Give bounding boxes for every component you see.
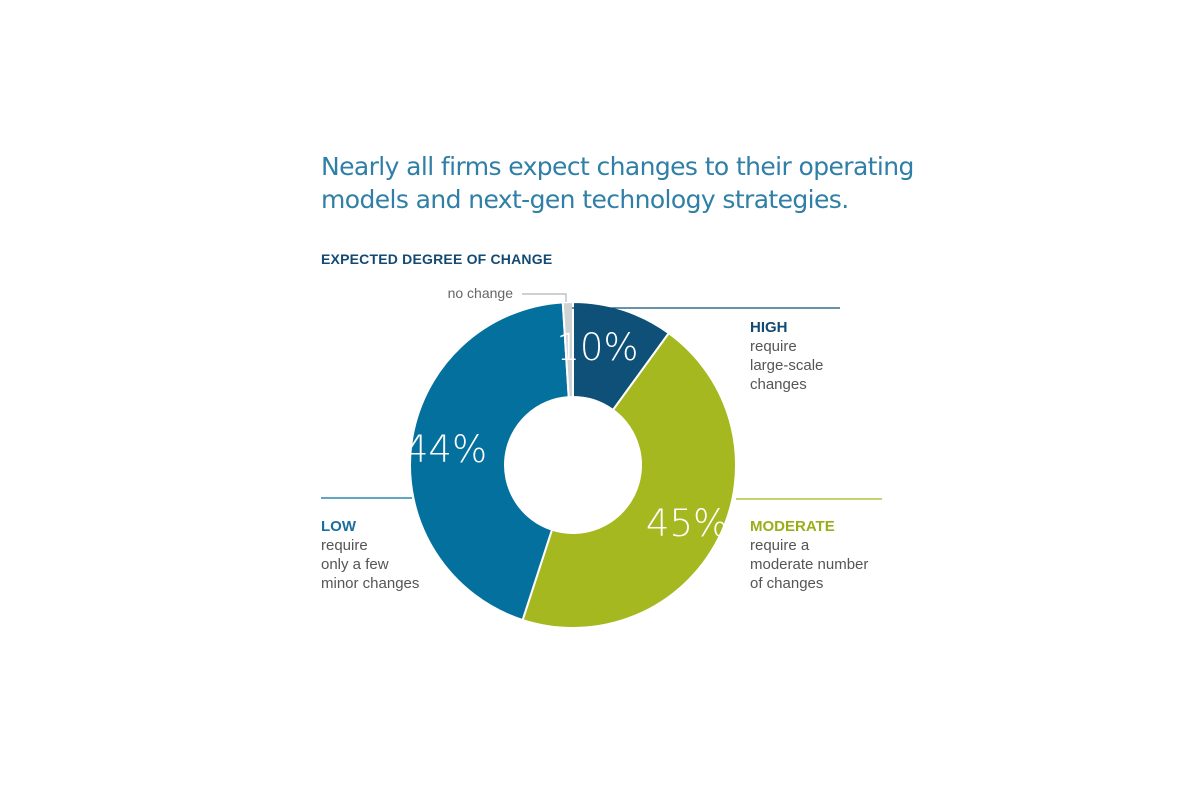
label-low: LOW require only a few minor changes (321, 517, 419, 593)
percent-labels: 10% 45% 44% (405, 326, 728, 545)
donut-slice-moderate (521, 331, 737, 629)
label-high-heading: HIGH (750, 319, 788, 336)
label-low-heading: LOW (321, 518, 356, 535)
label-moderate-line-1: require a (750, 537, 810, 554)
label-moderate-line-3: of changes (750, 575, 824, 592)
label-high-line-1: require (750, 338, 797, 355)
page-headline: Nearly all firms expect changes to their… (321, 150, 914, 216)
label-high-line-2: large-scale (750, 357, 824, 374)
label-low-line-3: minor changes (321, 575, 420, 592)
label-high-line-3: changes (750, 376, 807, 393)
donut-slices (409, 300, 737, 629)
label-moderate: MODERATE require a moderate number of ch… (750, 517, 868, 593)
label-moderate-heading: MODERATE (750, 518, 835, 535)
chart-title: EXPECTED DEGREE OF CHANGE (321, 251, 553, 267)
percent-label-high: 10% (556, 326, 638, 369)
headline-line-1: Nearly all firms expect changes to their… (321, 152, 914, 181)
leader-line-no-change (522, 293, 567, 302)
label-high: HIGH require large-scale changes (750, 318, 823, 394)
percent-label-moderate: 45% (646, 502, 728, 545)
leader-lines (321, 293, 882, 500)
label-low-line-1: require (321, 537, 368, 554)
headline-line-2: models and next-gen technology strategie… (321, 185, 849, 214)
no-change-label: no change (448, 285, 514, 301)
donut-slice-low (409, 301, 570, 622)
percent-label-low: 44% (405, 428, 487, 471)
label-low-line-2: only a few (321, 556, 389, 573)
label-moderate-line-2: moderate number (750, 556, 869, 573)
donut-slice-none (561, 300, 574, 399)
